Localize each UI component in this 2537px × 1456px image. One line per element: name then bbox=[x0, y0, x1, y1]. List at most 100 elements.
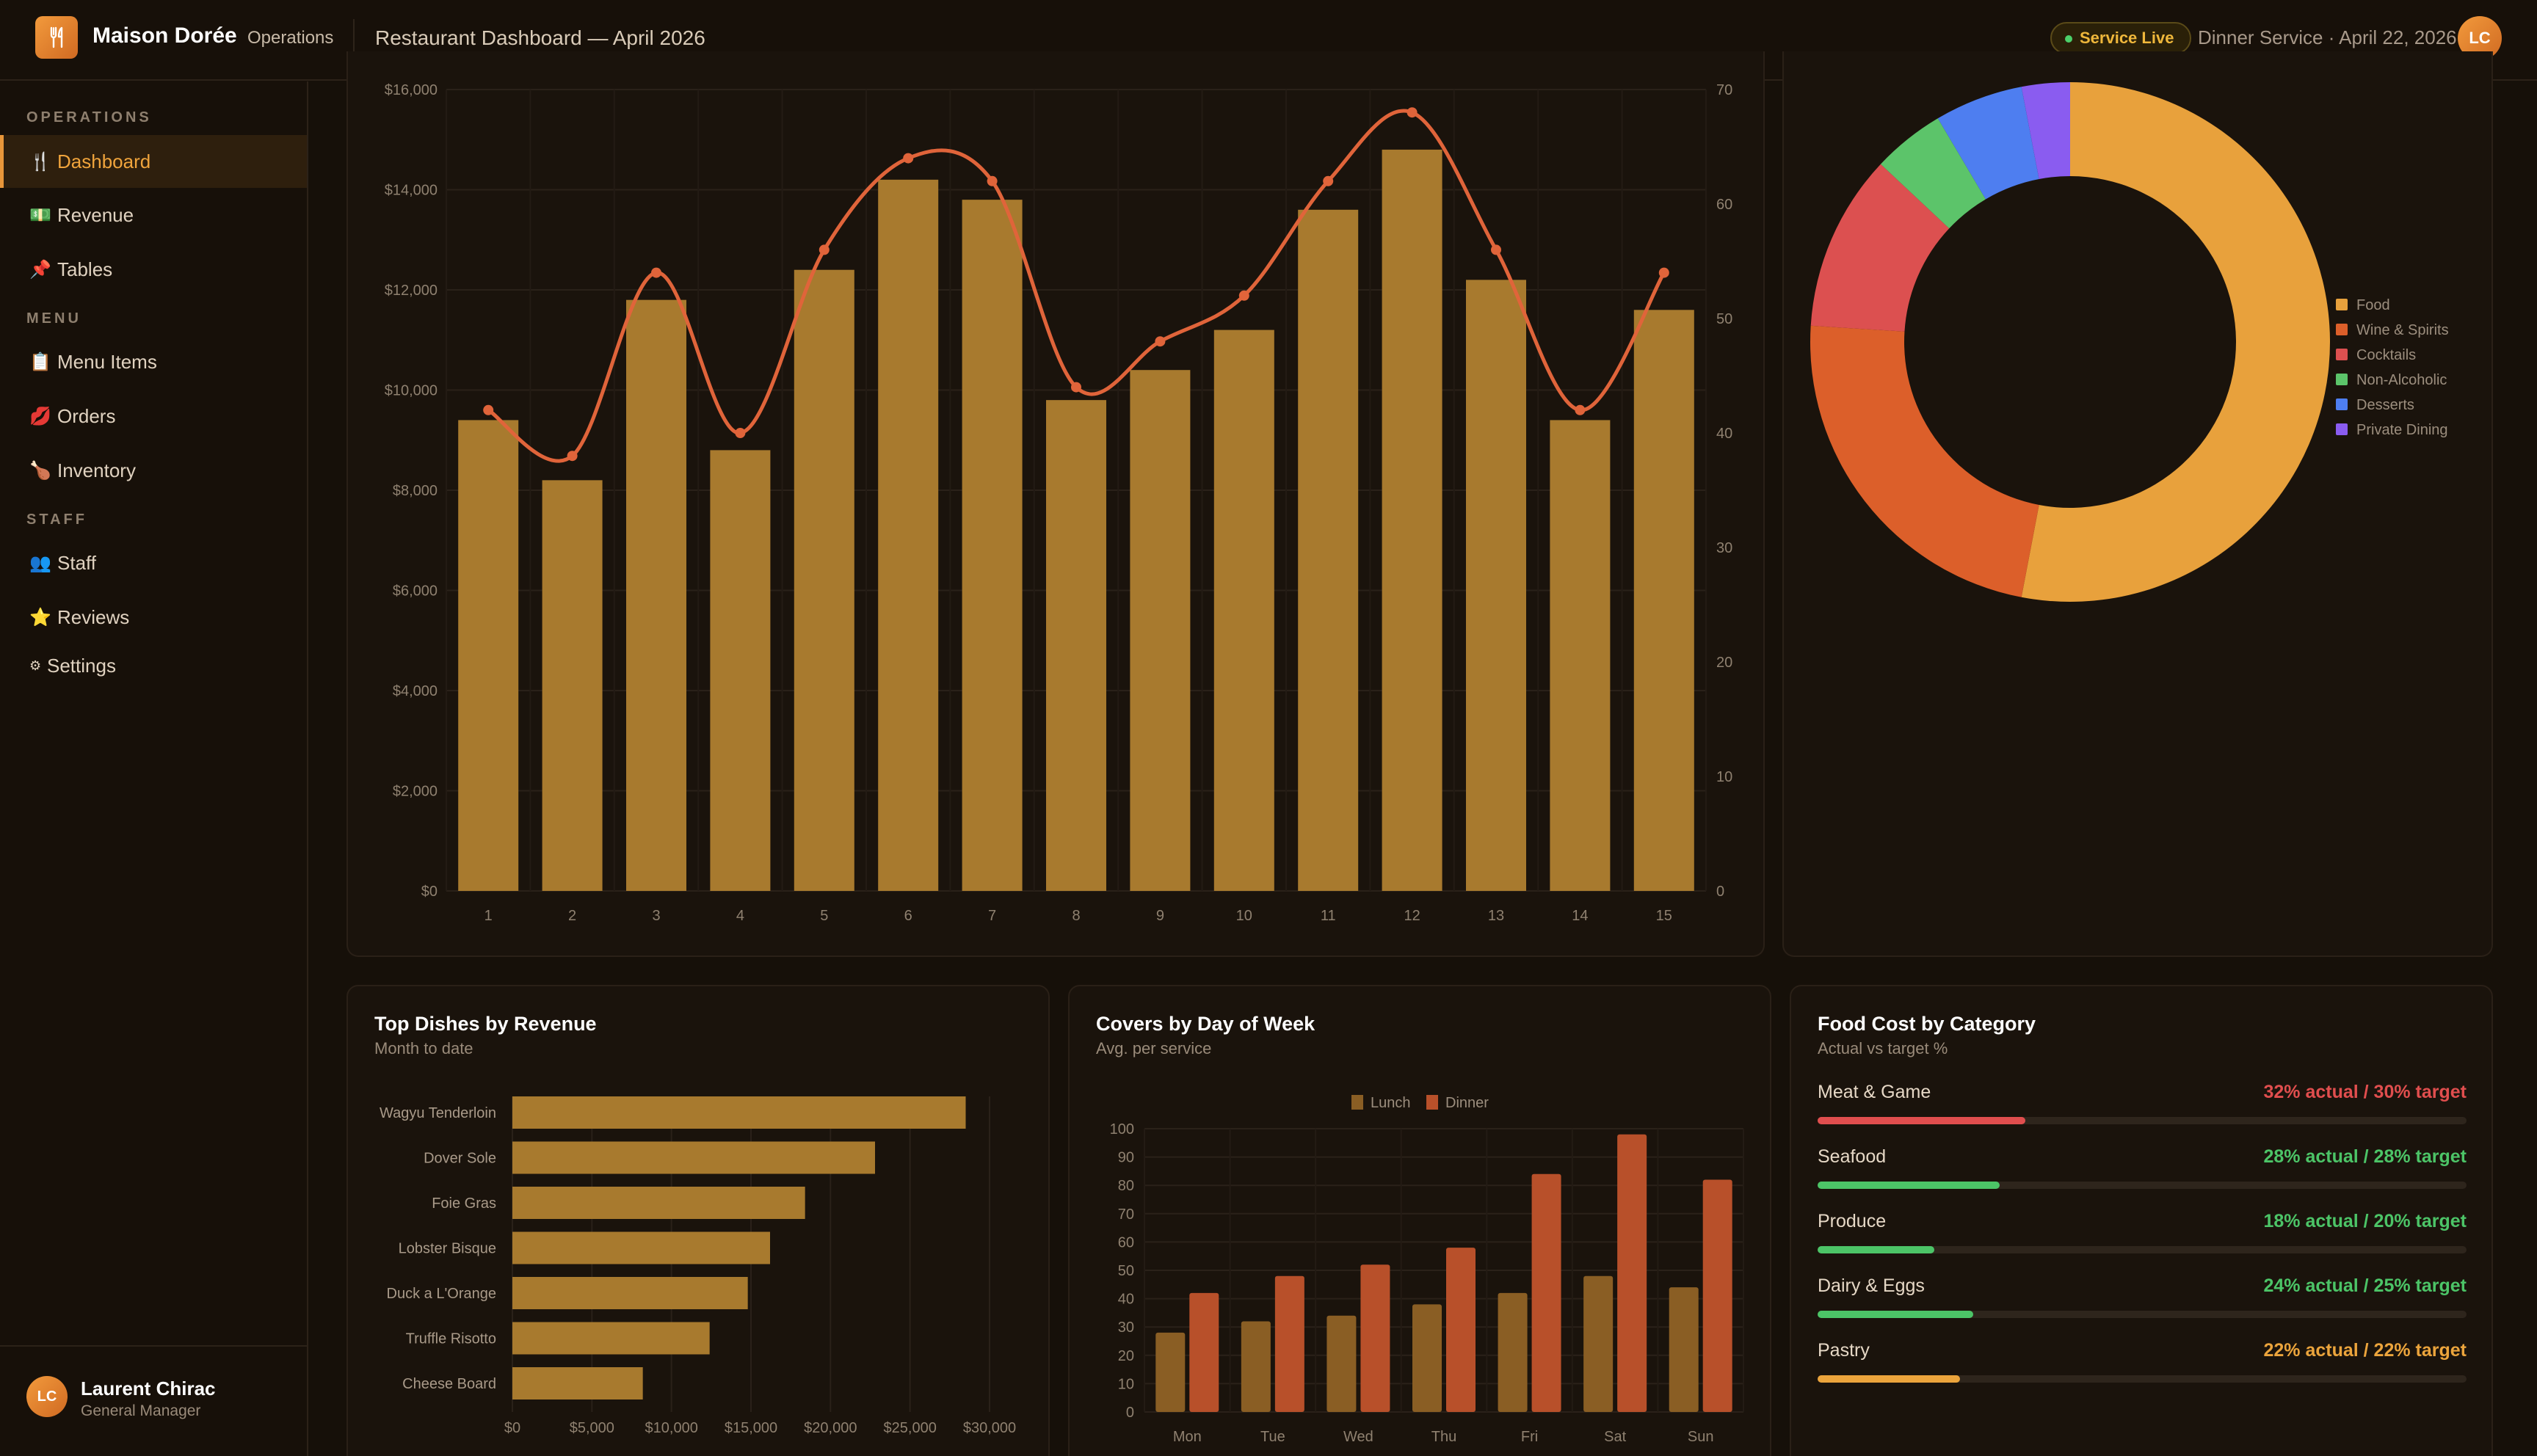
revenue-bar bbox=[1466, 280, 1526, 892]
dish-bar bbox=[512, 1231, 770, 1264]
dinner-bar bbox=[1446, 1248, 1476, 1412]
covers-point bbox=[735, 428, 746, 438]
dinner-bar bbox=[1360, 1264, 1390, 1412]
legend-label: Lunch bbox=[1371, 1095, 1411, 1111]
food-cost-row: Seafood 28% actual / 28% target bbox=[1818, 1146, 2467, 1211]
donut-slice bbox=[1937, 87, 2039, 200]
lunch-bar bbox=[1155, 1332, 1186, 1412]
x-tick-label: 14 bbox=[1572, 908, 1588, 924]
dinner-bar bbox=[1617, 1134, 1647, 1412]
food-cost-track bbox=[1818, 1311, 2467, 1318]
y2-tick-label: 10 bbox=[1716, 769, 1732, 785]
covers-point bbox=[1658, 267, 1669, 278]
revenue-bar bbox=[794, 269, 854, 891]
x-tick-label: 9 bbox=[1156, 908, 1164, 924]
sidebar-item-label: Reviews bbox=[57, 605, 130, 628]
sidebar-item-inventory[interactable]: 🍗 Inventory bbox=[0, 444, 307, 497]
people-icon: 👥 bbox=[29, 553, 51, 573]
x-tick-label: Wed bbox=[1343, 1429, 1373, 1445]
legend-swatch bbox=[2336, 324, 2348, 335]
sidebar-item-settings[interactable]: ⚙ Settings bbox=[0, 639, 307, 692]
lunch-bar bbox=[1412, 1304, 1442, 1412]
covers-point bbox=[819, 244, 830, 255]
covers-point bbox=[903, 153, 914, 164]
x-tick-label: $15,000 bbox=[725, 1420, 777, 1436]
x-tick-label: Tue bbox=[1260, 1429, 1285, 1445]
x-tick-label: 10 bbox=[1236, 908, 1252, 924]
y-tick-label: $12,000 bbox=[385, 283, 438, 299]
food-cost-bar bbox=[1818, 1182, 2000, 1189]
dinner-bar bbox=[1531, 1173, 1561, 1412]
food-cost-category: Seafood bbox=[1818, 1146, 1887, 1167]
dish-bar bbox=[512, 1141, 875, 1174]
legend-swatch bbox=[2336, 299, 2348, 310]
x-tick-label: Sun bbox=[1688, 1429, 1714, 1445]
dish-bar bbox=[512, 1322, 710, 1355]
restaurant-logo-icon[interactable] bbox=[35, 16, 78, 59]
covers-point bbox=[483, 404, 494, 415]
card-subtitle: Month to date bbox=[374, 1039, 473, 1058]
y-tick-label: 90 bbox=[1118, 1150, 1134, 1166]
sidebar-item-orders[interactable]: 💋 Orders bbox=[0, 390, 307, 443]
sidebar-section-menu: MENU bbox=[26, 310, 81, 327]
covers-point bbox=[987, 175, 998, 186]
food-cost-row: Dairy & Eggs 24% actual / 25% target bbox=[1818, 1275, 2467, 1340]
y2-tick-label: 70 bbox=[1716, 82, 1732, 98]
sidebar-item-revenue[interactable]: 💵 Revenue bbox=[0, 189, 307, 241]
y-tick-label: $4,000 bbox=[393, 683, 438, 699]
x-tick-label: 2 bbox=[568, 908, 576, 924]
dinner-bar bbox=[1274, 1275, 1304, 1412]
dinner-bar bbox=[1702, 1179, 1732, 1412]
y-tick-label: $8,000 bbox=[393, 483, 438, 499]
drumstick-icon: 🍗 bbox=[29, 460, 51, 481]
sidebar-item-menu-items[interactable]: 📋 Menu Items bbox=[0, 335, 307, 388]
food-cost-track bbox=[1818, 1375, 2467, 1383]
lunch-bar bbox=[1669, 1287, 1699, 1412]
lunch-bar bbox=[1326, 1315, 1357, 1412]
covers-point bbox=[1407, 107, 1418, 118]
revenue-bar bbox=[1298, 209, 1359, 891]
legend-label: Private Dining bbox=[2356, 422, 2448, 438]
y-tick-label: 60 bbox=[1118, 1234, 1134, 1251]
legend-swatch bbox=[2336, 423, 2348, 435]
y-tick-label: $10,000 bbox=[385, 383, 438, 399]
x-tick-label: Fri bbox=[1521, 1429, 1538, 1445]
revenue-mix-card: Food Wine & Spirits Cocktails Non-Alcoholic… bbox=[1782, 51, 2493, 957]
user-profile[interactable]: LC Laurent Chirac General Manager bbox=[0, 1345, 307, 1456]
covers-point bbox=[1071, 382, 1081, 393]
food-cost-category: Produce bbox=[1818, 1211, 1887, 1231]
x-tick-label: 7 bbox=[988, 908, 996, 924]
revenue-bar bbox=[962, 200, 1023, 891]
sidebar-item-dashboard[interactable]: 🍴 Dashboard bbox=[0, 135, 307, 188]
y-tick-label: 100 bbox=[1110, 1121, 1134, 1138]
covers-card: Covers by Day of Week Avg. per service 0… bbox=[1068, 985, 1771, 1456]
top-dishes-chart: $0 $5,000 $10,000 $15,000 $20,000 $25,000 $30,… bbox=[380, 1096, 1016, 1436]
revenue-chart-card: $0 $2,000 $4,000 $6,000 $8,000 $10,000 $12,000… bbox=[346, 51, 1765, 957]
dish-label: Truffle Risotto bbox=[406, 1331, 496, 1347]
sidebar-item-tables[interactable]: 📌 Tables bbox=[0, 243, 307, 296]
legend-label: Cocktails bbox=[2356, 347, 2416, 363]
sidebar-item-staff[interactable]: 👥 Staff bbox=[0, 536, 307, 589]
y-tick-label: $6,000 bbox=[393, 583, 438, 600]
y-tick-label: 30 bbox=[1118, 1320, 1134, 1336]
y-tick-label: $16,000 bbox=[385, 82, 438, 98]
pin-icon: 📌 bbox=[29, 259, 51, 280]
sidebar-item-reviews[interactable]: ⭐ Reviews bbox=[0, 591, 307, 644]
sidebar-item-label: Settings bbox=[47, 654, 116, 677]
service-info: Dinner Service · April 22, 2026 bbox=[2198, 26, 2457, 48]
revenue-bar bbox=[710, 450, 771, 891]
card-subtitle: Actual vs target % bbox=[1818, 1039, 1948, 1058]
sidebar: OPERATIONS 🍴 Dashboard 💵 Revenue 📌 Table… bbox=[0, 81, 308, 1456]
legend-label: Food bbox=[2356, 297, 2390, 313]
y2-tick-label: 20 bbox=[1716, 655, 1732, 671]
x-tick-label: $5,000 bbox=[570, 1420, 614, 1436]
card-title: Food Cost by Category bbox=[1818, 1013, 2036, 1035]
x-tick-label: Sat bbox=[1604, 1429, 1626, 1445]
x-tick-label: 8 bbox=[1072, 908, 1080, 924]
legend-swatch bbox=[2336, 374, 2348, 385]
status-badge-label: Service Live bbox=[2080, 29, 2174, 47]
revenue-covers-chart: $0 $2,000 $4,000 $6,000 $8,000 $10,000 $12,000… bbox=[385, 82, 1733, 924]
lunch-bar bbox=[1583, 1275, 1614, 1412]
donut-slice bbox=[2021, 82, 2330, 602]
dinner-bar bbox=[1189, 1292, 1219, 1412]
